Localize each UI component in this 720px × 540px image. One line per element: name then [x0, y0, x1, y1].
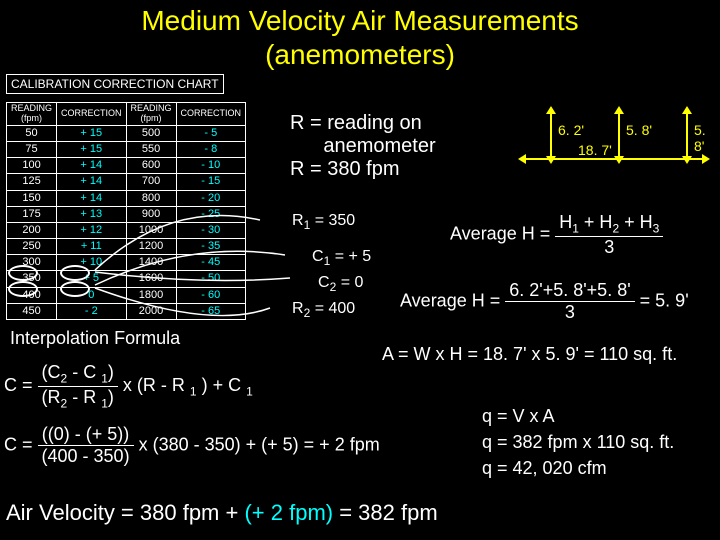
arrow-w — [524, 158, 704, 160]
table-header: READING(fpm) — [126, 103, 176, 126]
table-cell: 500 — [126, 125, 176, 141]
table-row: 100+ 14600- 10 — [7, 158, 246, 174]
table-cell: 175 — [7, 206, 57, 222]
dim-187: 18. 7' — [578, 142, 612, 158]
table-cell: 125 — [7, 174, 57, 190]
area-formula: A = W x H = 18. 7' x 5. 9' = 110 sq. ft. — [382, 344, 677, 365]
table-cell: 550 — [126, 141, 176, 157]
formula-c2: C = ((0) - (+ 5)) (400 - 350) x (380 - 3… — [4, 424, 380, 467]
table-cell: - 8 — [176, 141, 246, 157]
table-cell: 250 — [7, 239, 57, 255]
table-cell: + 14 — [57, 190, 127, 206]
table-header: CORRECTION — [57, 103, 127, 126]
table-cell: - 5 — [176, 125, 246, 141]
dim-58b: 5. 8' — [694, 122, 720, 154]
title-line1: Medium Velocity Air Measurements — [141, 5, 578, 36]
table-cell: 800 — [126, 190, 176, 206]
table-cell: + 15 — [57, 125, 127, 141]
r2-400: R2 = 400 — [292, 300, 355, 320]
dim-58a: 5. 8' — [626, 122, 652, 138]
q-va: q = V x A — [482, 406, 555, 427]
curve-lines — [90, 210, 290, 330]
table-cell: - 15 — [176, 174, 246, 190]
circle-350 — [8, 265, 38, 281]
r1-350: R1 = 350 — [292, 212, 355, 232]
q-382: q = 382 fpm x 110 sq. ft. — [482, 432, 674, 453]
table-cell: + 14 — [57, 158, 127, 174]
table-cell: 75 — [7, 141, 57, 157]
title-line2: (anemometers) — [265, 39, 455, 70]
interpolation-title: Interpolation Formula — [10, 328, 180, 349]
table-row: 75+ 15550- 8 — [7, 141, 246, 157]
table-cell: 100 — [7, 158, 57, 174]
table-cell: - 20 — [176, 190, 246, 206]
formula-c1: C = (C2 - C 1) (R2 - R 1) x (R - R 1 ) +… — [4, 362, 253, 410]
arrow-h1 — [550, 112, 552, 158]
r-reading: R = reading on anemometer R = 380 fpm — [290, 112, 436, 181]
c2-0: C2 = 0 — [318, 274, 363, 294]
table-row: 50+ 15500- 5 — [7, 125, 246, 141]
table-header: READING(fpm) — [7, 103, 57, 126]
table-row: 150+ 14800- 20 — [7, 190, 246, 206]
q-result: q = 42, 020 cfm — [482, 458, 607, 479]
arrow-h2 — [618, 112, 620, 158]
table-cell: 450 — [7, 303, 57, 319]
table-cell: 50 — [7, 125, 57, 141]
table-cell: 700 — [126, 174, 176, 190]
average-h-calc: Average H = 6. 2'+5. 8'+5. 8' 3 = 5. 9' — [400, 280, 689, 323]
slide-title: Medium Velocity Air Measurements (anemom… — [0, 0, 720, 71]
calibration-title: CALIBRATION CORRECTION CHART — [6, 74, 224, 94]
table-header: CORRECTION — [176, 103, 246, 126]
table-cell: 200 — [7, 222, 57, 238]
c1-5: C1 = + 5 — [312, 248, 371, 268]
table-cell: + 15 — [57, 141, 127, 157]
air-velocity: Air Velocity = 380 fpm + (+ 2 fpm) = 382… — [6, 500, 438, 526]
circle-0 — [60, 281, 90, 297]
table-cell: 150 — [7, 190, 57, 206]
table-cell: - 10 — [176, 158, 246, 174]
arrow-h3 — [686, 112, 688, 158]
circle-400 — [8, 281, 38, 297]
table-cell: + 14 — [57, 174, 127, 190]
circle-plus5 — [60, 265, 90, 281]
table-cell: 600 — [126, 158, 176, 174]
dim-62: 6. 2' — [558, 122, 584, 138]
table-row: 125+ 14700- 15 — [7, 174, 246, 190]
average-h: Average H = H1 + H2 + H3 3 — [450, 212, 663, 258]
